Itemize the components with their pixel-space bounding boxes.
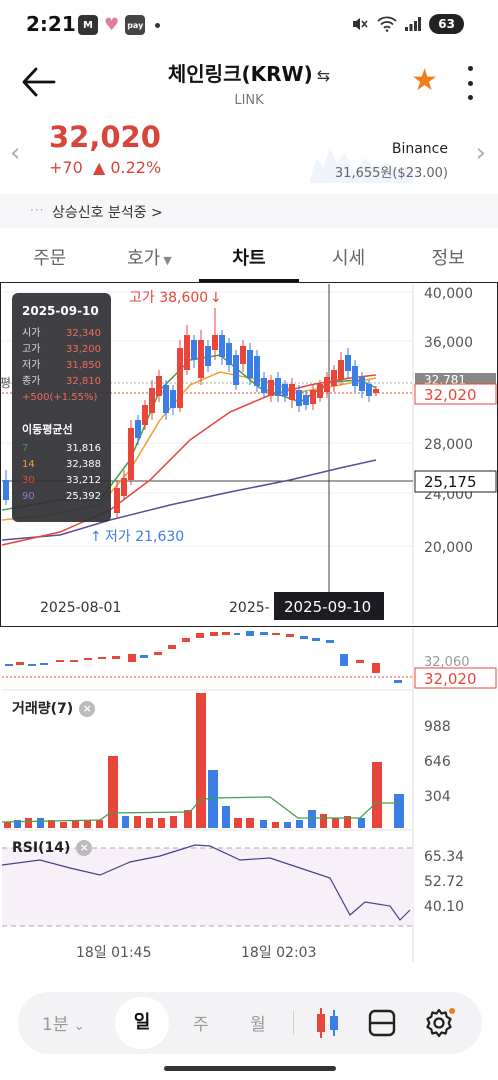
- battery-indicator: 63: [429, 14, 464, 34]
- favorite-star-icon[interactable]: ★: [411, 63, 438, 98]
- tab-info[interactable]: 정보: [431, 248, 465, 269]
- svg-text:↑: ↑: [90, 529, 102, 545]
- settings-gear-icon[interactable]: [423, 1007, 455, 1039]
- period-day[interactable]: 일: [115, 997, 169, 1049]
- time-label-0145: 18일 01:45: [76, 945, 152, 961]
- rsi-line: [1, 844, 411, 921]
- tooltip-ma14: 14 32,388: [22, 459, 101, 470]
- price-change: +70 ▲ 0.22%: [49, 158, 161, 177]
- rsi-title: RSI(14) ×: [12, 840, 93, 856]
- period-week[interactable]: 주: [193, 1015, 209, 1035]
- y-tick-36000: 36,000: [424, 335, 473, 351]
- chart-toolbar: 1분 ⌄ 일 주 월: [18, 992, 482, 1054]
- y-tick-20000: 20,000: [424, 540, 473, 556]
- close-volume-icon[interactable]: ×: [79, 701, 96, 717]
- tooltip-ma90: 90 25,392: [22, 491, 101, 502]
- signal-icon: [405, 17, 422, 31]
- x-tick-partial: 2025-: [229, 600, 270, 616]
- toolbar-divider: [293, 1011, 294, 1035]
- change-abs: +70: [49, 158, 83, 177]
- heart-icon: ♥: [104, 15, 120, 35]
- y-tick-40000: 40,000: [424, 286, 473, 302]
- signal-label: 상승신호 분석중 >: [52, 205, 163, 221]
- ma90-line: [1, 459, 377, 541]
- mute-icon: [353, 18, 368, 30]
- y-tick-28000: 28,000: [424, 437, 473, 453]
- tooltip-high: 고가 33,200: [22, 344, 101, 355]
- tooltip-date: 2025-09-10: [22, 304, 99, 318]
- current-price: 32,020: [49, 120, 161, 154]
- low-label: 저가 21,630: [105, 529, 184, 545]
- crosshair-price-tag: 25,175: [424, 473, 477, 491]
- back-button[interactable]: [20, 64, 60, 100]
- chevron-down-icon: ⌄: [73, 1019, 85, 1034]
- chevron-right-icon[interactable]: ›: [475, 138, 486, 168]
- tooltip-low: 저가 31,850: [22, 360, 101, 371]
- tooltip-open: 시가 32,340: [22, 328, 101, 339]
- volume-tick-304: 304: [424, 789, 451, 805]
- tooltip-ma30: 30 33,212: [22, 475, 101, 486]
- m-stock-app-icon: M: [78, 15, 98, 35]
- pay-app-icon: pay: [125, 15, 146, 35]
- status-app-icons: M ♥ pay: [78, 15, 161, 35]
- tab-bar: 주문 호가 ▼ 차트 시세 정보: [0, 232, 498, 282]
- more-menu-button[interactable]: [462, 66, 478, 100]
- tab-chart[interactable]: 차트: [199, 232, 299, 282]
- change-pct: ▲ 0.22%: [92, 158, 162, 177]
- tooltip-ma-title: 이동평균선: [22, 423, 73, 436]
- volume-title: 거래량(7) ×: [12, 698, 96, 718]
- swap-icon[interactable]: ⇆: [316, 66, 331, 85]
- layout-toggle-icon[interactable]: [368, 1009, 396, 1037]
- volume-ma-line: [1, 796, 400, 823]
- svg-text:↓: ↓: [210, 290, 222, 306]
- price-row: ‹ 32,020 +70 ▲ 0.22% Binance 31,655원($23…: [0, 118, 498, 188]
- chevron-left-icon[interactable]: ‹: [10, 138, 21, 168]
- exchange-price: 31,655원($23.00): [334, 166, 448, 181]
- tooltip-close: 종가 32,810: [22, 376, 101, 387]
- high-label: 고가 38,600: [129, 290, 208, 306]
- loading-dots-icon: ···: [30, 203, 45, 217]
- exchange-name: Binance: [391, 141, 448, 157]
- coin-symbol: LINK: [234, 93, 264, 108]
- time-label-0203: 18일 02:03: [241, 945, 317, 961]
- tab-orderbook[interactable]: 호가 ▼: [127, 248, 172, 269]
- left-edge-label: 평: [0, 376, 11, 390]
- tab-order[interactable]: 주문: [33, 248, 67, 269]
- candle-tooltip: 2025-09-10 시가 32,340 고가 33,200 저가 31,850 종가…: [12, 293, 111, 522]
- notification-dot-icon: [155, 22, 161, 28]
- arrow-left-icon: [22, 67, 56, 97]
- volume-tick-988: 988: [424, 719, 451, 735]
- status-time: 2:21: [26, 12, 76, 36]
- close-rsi-icon[interactable]: ×: [76, 840, 93, 856]
- mini-price-tag: 32,020: [424, 670, 477, 688]
- coin-title: 체인링크(KRW): [167, 62, 313, 86]
- status-indicators: 63: [351, 14, 464, 34]
- crosshair-date: 2025-09-10: [284, 598, 371, 616]
- mini-strip-candles: [5, 631, 402, 683]
- rsi-tick-40: 40.10: [424, 899, 464, 915]
- chart-graphics[interactable]: 고가 38,600 ↓ ↑ 저가 21,630 평 40,000 36,000 …: [0, 282, 498, 962]
- current-price-tag: 32,020: [424, 386, 477, 404]
- tooltip-ma7: 7 31,816: [22, 443, 101, 454]
- signal-bar[interactable]: ··· 상승신호 분석중 >: [0, 194, 498, 228]
- tooltip-change: +500(+1.55%): [22, 392, 98, 403]
- rsi-tick-65: 65.34: [424, 849, 464, 865]
- volume-tick-646: 646: [424, 754, 451, 770]
- candlestick-icon[interactable]: [314, 1006, 342, 1040]
- wifi-icon: [377, 16, 397, 32]
- home-indicator[interactable]: [164, 1066, 336, 1071]
- volume-bars: [4, 693, 404, 828]
- period-month[interactable]: 월: [250, 1015, 266, 1035]
- interval-select[interactable]: 1분 ⌄: [42, 1015, 85, 1035]
- rsi-tick-52: 52.72: [424, 874, 464, 890]
- title-block[interactable]: 체인링크(KRW) ⇆ LINK: [0, 58, 498, 108]
- status-bar: 2:21 M ♥ pay 63: [0, 0, 498, 50]
- header: 체인링크(KRW) ⇆ LINK ★: [0, 50, 498, 114]
- mini-partial-label: 32,060: [424, 655, 470, 670]
- caret-down-icon: ▼: [163, 254, 172, 267]
- candles: [3, 308, 379, 518]
- tab-market[interactable]: 시세: [332, 248, 366, 269]
- mini-sparkline: [310, 148, 413, 183]
- x-tick-0801: 2025-08-01: [40, 600, 121, 616]
